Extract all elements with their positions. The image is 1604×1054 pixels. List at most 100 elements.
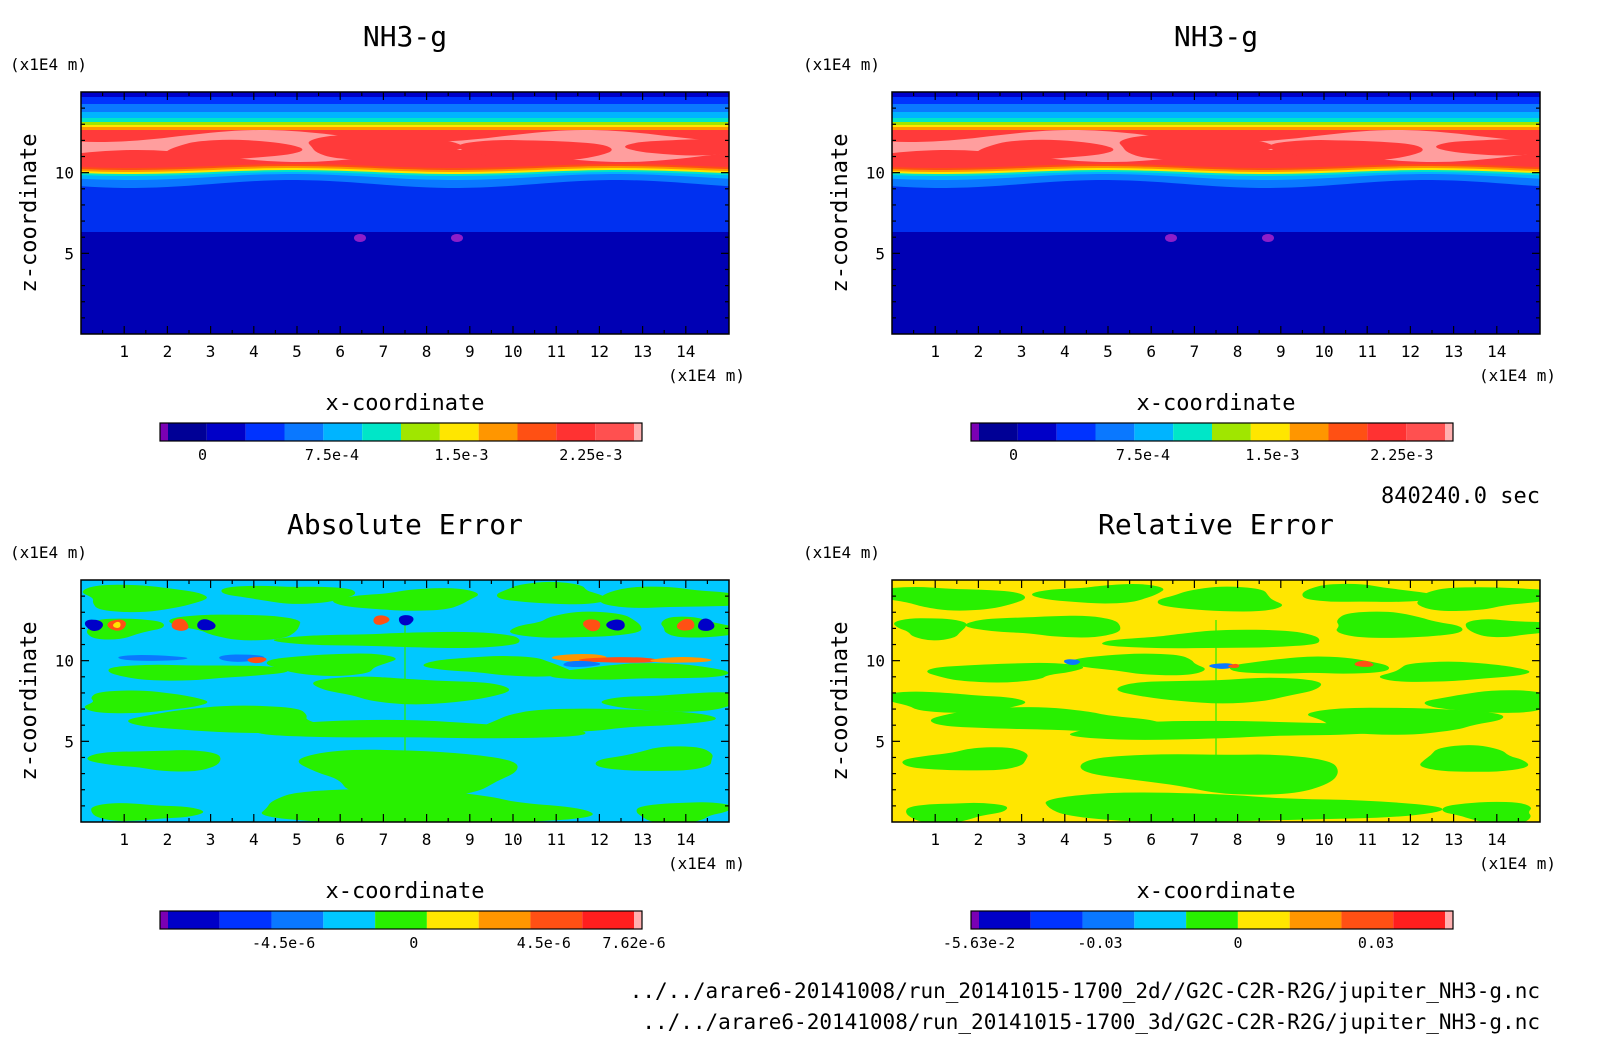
- error-patch: [636, 802, 729, 822]
- colorbar-segment: [634, 911, 642, 929]
- colorbar: -5.63e-2 -0.03 0 0.03: [943, 910, 1454, 952]
- error-patch: [266, 653, 396, 677]
- x-tick-label: 5: [1103, 342, 1113, 361]
- error-patch: [1068, 653, 1205, 676]
- x-tick-label: 8: [422, 342, 432, 361]
- colorbar-segment: [323, 423, 363, 441]
- colorbar-segment: [1017, 423, 1057, 441]
- x-tick-label: 12: [1401, 830, 1420, 849]
- error-patch: [1080, 754, 1338, 795]
- x-tick-label: 2: [974, 342, 984, 361]
- colorbar-segment: [219, 911, 272, 929]
- x-tick-label: 5: [1103, 830, 1113, 849]
- x-tick-label: 8: [1233, 342, 1243, 361]
- colorbar-tick-label: 4.5e-6: [517, 934, 571, 952]
- colorbar-segment: [517, 423, 557, 441]
- colorbar-segment: [971, 423, 979, 441]
- file-path-2d: ../../arare6-20141008/run_20141015-1700_…: [630, 979, 1540, 1003]
- y-tick-label: 5: [875, 244, 885, 263]
- colorbar-segment: [478, 423, 518, 441]
- x-axis-ticks: 1 2 3 4 5 6 7 8 9 10 11 12 13 14: [101, 580, 709, 849]
- colorbar-segment: [1406, 423, 1445, 441]
- x-tick-label: 1: [930, 830, 940, 849]
- colorbar-segment: [160, 911, 168, 929]
- x-tick-label: 6: [1146, 342, 1156, 361]
- x-tick-label: 13: [633, 830, 652, 849]
- heatmap-field: [81, 92, 729, 334]
- x-tick-label: 9: [465, 830, 475, 849]
- y-axis-title: z-coordinate: [17, 134, 42, 293]
- panel-title: NH3-g: [363, 20, 447, 53]
- x-unit-label: (x1E4 m): [1479, 854, 1556, 873]
- colorbar-frame: [970, 910, 1454, 930]
- error-patch: [892, 587, 1025, 611]
- error-patch: [600, 586, 729, 608]
- x-tick-label: 10: [1314, 830, 1333, 849]
- error-extreme: [1228, 663, 1240, 668]
- x-tick-label: 7: [1190, 342, 1200, 361]
- x-tick-label: 3: [206, 830, 216, 849]
- x-tick-label: 8: [422, 830, 432, 849]
- error-patch: [91, 803, 204, 821]
- error-patch: [273, 631, 520, 649]
- error-extreme: [171, 618, 189, 631]
- x-tick-label: 3: [1017, 830, 1027, 849]
- x-tick-label: 5: [292, 342, 302, 361]
- colorbar-segment: [1134, 423, 1174, 441]
- error-patch: [902, 747, 1028, 771]
- error-patch: [86, 618, 164, 640]
- error-patch: [486, 708, 716, 733]
- colorbar-tick-label: 7.5e-4: [305, 446, 359, 464]
- red-intrusion: [1119, 134, 1273, 161]
- panel-relative-error: Relative Error (x1E4 m) 1 2 3 4 5 6 7 8 9 10 11 12 1…: [803, 508, 1556, 952]
- x-tick-label: 13: [633, 342, 652, 361]
- colorbar-tick-label: 0.03: [1358, 934, 1394, 952]
- panel-nh3-g-3d: NH3-g (x1E4 m) 1 2 3 4 5 6 7 8 9 10 11 12 13 14 510 (…: [803, 20, 1556, 464]
- x-tick-label: 9: [1276, 830, 1286, 849]
- y-unit-label: (x1E4 m): [803, 543, 880, 562]
- error-extreme: [1209, 663, 1234, 669]
- x-tick-label: 10: [503, 830, 522, 849]
- y-axis-title: z-coordinate: [828, 622, 853, 781]
- colorbar-tick-label: 2.25e-3: [559, 446, 622, 464]
- y-unit-label: (x1E4 m): [10, 543, 87, 562]
- x-tick-label: 12: [590, 830, 609, 849]
- x-tick-label: 6: [335, 342, 345, 361]
- colorbar-segment: [971, 911, 979, 929]
- error-patch: [1379, 661, 1530, 682]
- error-patch: [595, 746, 713, 771]
- colorbar-tick-label: -0.03: [1077, 934, 1122, 952]
- error-extreme: [650, 657, 712, 663]
- colorbar-segment: [1250, 423, 1290, 441]
- colorbar-segment: [323, 911, 376, 929]
- colorbar-segment: [530, 911, 583, 929]
- error-extreme: [563, 660, 601, 668]
- colorbar-segment: [1134, 911, 1187, 929]
- error-patch: [906, 802, 1008, 822]
- x-tick-label: 4: [1060, 342, 1070, 361]
- panel-title: Relative Error: [1098, 508, 1334, 541]
- x-tick-label: 11: [547, 830, 566, 849]
- error-patch: [82, 584, 207, 613]
- x-tick-label: 11: [1358, 830, 1377, 849]
- colorbar-segment: [1082, 911, 1135, 929]
- x-tick-label: 11: [547, 342, 566, 361]
- colorbar-segment: [439, 423, 479, 441]
- x-tick-label: 14: [1487, 830, 1506, 849]
- error-patch: [254, 719, 586, 739]
- red-intrusion: [308, 134, 462, 161]
- error-patch: [84, 690, 208, 714]
- error-patch: [549, 663, 729, 680]
- error-patch: [1117, 677, 1322, 704]
- x-tick-label: 13: [1444, 342, 1463, 361]
- panel-nh3-g-2d: NH3-g (x1E4 m) 1 2 3 4 5 6 7 8 9 10 11 12 13 14 510 (…: [10, 20, 745, 464]
- colorbar-tick-label: 7.62e-6: [602, 934, 665, 952]
- error-patch: [298, 749, 518, 799]
- colorbar-segment: [478, 911, 531, 929]
- y-tick-label: 10: [55, 652, 74, 671]
- x-axis-ticks: 1 2 3 4 5 6 7 8 9 10 11 12 13 14: [912, 92, 1520, 361]
- x-unit-label: (x1E4 m): [668, 366, 745, 385]
- error-extreme: [84, 619, 104, 632]
- colorbar-segment: [1237, 911, 1290, 929]
